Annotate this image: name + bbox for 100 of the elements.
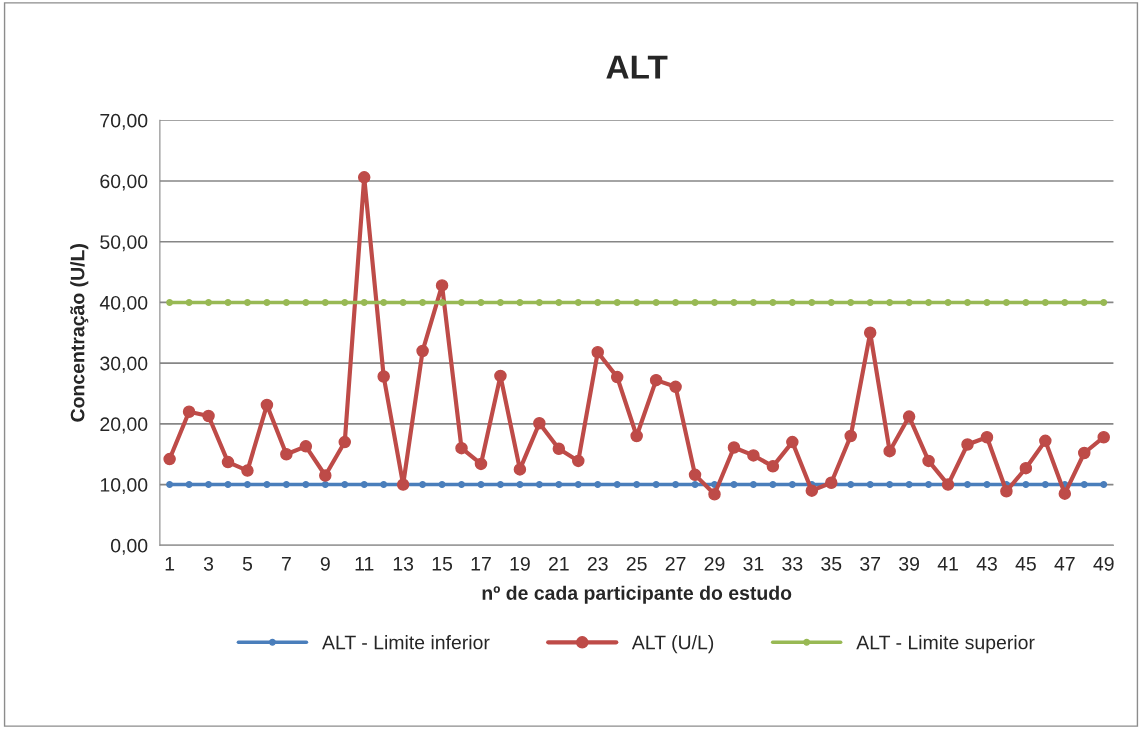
point xyxy=(377,370,390,383)
point xyxy=(338,435,352,449)
point xyxy=(321,298,329,306)
x-tick-label: 37 xyxy=(860,556,881,571)
point xyxy=(299,440,313,453)
point xyxy=(983,298,991,306)
point xyxy=(922,454,935,468)
point xyxy=(202,409,215,423)
point xyxy=(282,298,290,306)
point xyxy=(788,298,796,306)
y-tick-label: 40,00 xyxy=(99,295,148,312)
x-tick-label: 9 xyxy=(320,556,330,571)
point xyxy=(769,298,777,306)
point xyxy=(1019,461,1033,475)
point xyxy=(166,298,174,306)
point xyxy=(669,380,682,394)
point xyxy=(321,481,329,489)
point xyxy=(474,457,488,471)
point xyxy=(766,460,780,473)
point xyxy=(221,455,235,469)
point xyxy=(1022,298,1030,306)
y-tick-label: 20,00 xyxy=(100,417,148,434)
point xyxy=(866,481,874,489)
point xyxy=(630,429,643,443)
x-tick-label: 47 xyxy=(1054,557,1075,571)
legend-label: ALT (U/L) xyxy=(631,635,714,654)
point xyxy=(1097,430,1110,444)
point xyxy=(883,444,896,458)
point xyxy=(438,298,446,306)
point xyxy=(844,429,857,443)
point xyxy=(594,298,602,306)
point xyxy=(513,463,527,476)
x-tick-label: 5 xyxy=(242,557,253,571)
point xyxy=(163,452,176,466)
point xyxy=(749,481,757,489)
point xyxy=(224,298,232,306)
point xyxy=(302,298,310,306)
point xyxy=(574,481,582,489)
point xyxy=(260,398,274,412)
x-tick-label: 49 xyxy=(1093,556,1114,571)
y-tick-label: 10,00 xyxy=(100,478,148,495)
point xyxy=(747,449,760,462)
point xyxy=(786,435,799,449)
point xyxy=(516,481,524,489)
point xyxy=(961,438,974,451)
x-tick-label: 15 xyxy=(432,557,453,571)
point xyxy=(477,298,485,306)
point xyxy=(1022,481,1030,489)
point xyxy=(477,481,485,489)
point xyxy=(805,484,819,497)
point xyxy=(1100,481,1108,489)
point xyxy=(1100,298,1108,306)
point xyxy=(866,298,874,306)
point xyxy=(847,298,855,306)
y-axis-title: Concentração (U/L) xyxy=(70,244,89,422)
point xyxy=(1041,298,1049,306)
point xyxy=(496,298,504,306)
y-tick-label: 50,00 xyxy=(100,235,148,252)
point xyxy=(1039,434,1052,448)
point xyxy=(594,481,602,489)
point xyxy=(458,298,465,306)
point xyxy=(788,481,796,489)
point xyxy=(886,481,894,489)
point xyxy=(886,298,894,306)
point xyxy=(205,481,213,489)
x-tick-label: 11 xyxy=(355,557,374,571)
point xyxy=(1080,481,1088,489)
x-tick-label: 31 xyxy=(743,556,764,571)
point xyxy=(808,298,816,306)
point xyxy=(419,481,427,489)
point xyxy=(399,298,407,306)
point xyxy=(769,481,777,489)
point xyxy=(435,279,449,292)
point xyxy=(574,298,582,306)
point xyxy=(494,369,507,383)
point xyxy=(438,481,446,489)
x-tick-label: 1 xyxy=(165,557,175,571)
x-tick-label: 35 xyxy=(821,556,842,571)
point xyxy=(516,298,524,306)
point xyxy=(419,298,427,306)
point xyxy=(555,481,563,489)
point xyxy=(727,441,741,454)
point xyxy=(708,488,721,501)
point xyxy=(572,454,585,468)
x-tick-label: 21 xyxy=(548,556,569,571)
point xyxy=(282,481,290,489)
legend-label: ALT - Limite superior xyxy=(856,635,1035,654)
point xyxy=(1041,481,1049,489)
point xyxy=(964,298,971,306)
x-tick-label: 23 xyxy=(587,556,608,571)
point xyxy=(302,481,310,489)
chart-title: ALT xyxy=(606,55,668,79)
y-tick-label: 30,00 xyxy=(100,356,148,373)
x-tick-label: 19 xyxy=(510,556,530,571)
point xyxy=(552,442,566,456)
point xyxy=(224,481,232,489)
x-tick-label: 27 xyxy=(665,556,686,571)
point xyxy=(688,468,702,482)
point xyxy=(243,481,251,489)
x-tick-label: 45 xyxy=(1015,557,1036,571)
